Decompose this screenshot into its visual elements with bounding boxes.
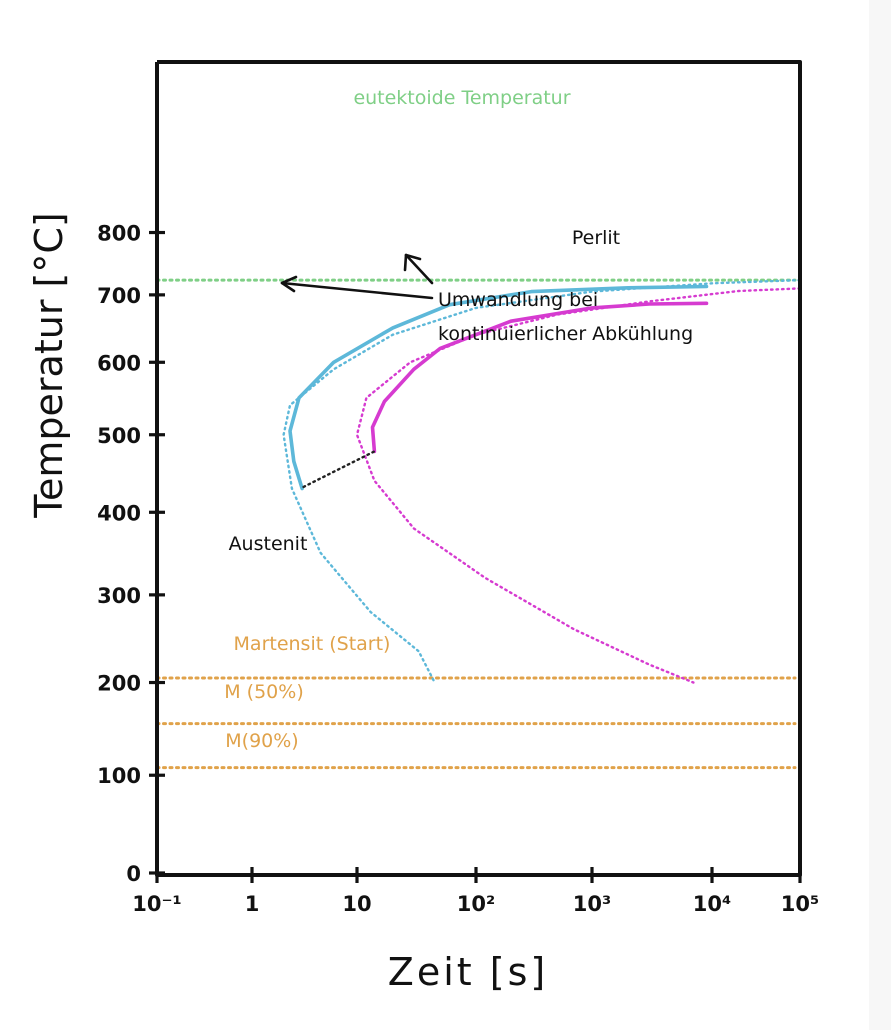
- label-m50: M (50%): [224, 681, 304, 703]
- y-tick-label-300: 300: [97, 584, 141, 608]
- x-tick-label-2: 10: [342, 892, 371, 916]
- curve-magenta-dotted: [355, 287, 802, 684]
- plot-frame: [155, 60, 802, 877]
- y-tick-label-800: 800: [97, 222, 141, 246]
- x-tick-label-5: 10⁴: [693, 892, 731, 916]
- x-tick-label-6: 10⁵: [781, 892, 819, 916]
- x-tick-label-4: 10³: [573, 892, 611, 916]
- y-tick-label-400: 400: [97, 501, 141, 525]
- y-tick-label-600: 600: [97, 351, 141, 375]
- curve-blue-dotted: [282, 278, 802, 684]
- lines-layer: [155, 253, 802, 770]
- annotation-arrow-magenta: [404, 253, 434, 285]
- curve-magenta-solid: [370, 301, 709, 454]
- annotation-arrowhead-magenta: [403, 253, 422, 272]
- annotation-arrow-blue: [280, 281, 434, 300]
- y-tick-label-100: 100: [97, 764, 141, 788]
- x-tick-label-1: 1: [245, 892, 260, 916]
- annotation-line-2: kontinuierlicher Abkühlung: [438, 323, 693, 345]
- text-layer: 0 100 200 300 400 500 600 700 800 10⁻¹ 1 10 10² 10³ 10…: [27, 87, 819, 994]
- y-tick-label-500: 500: [97, 424, 141, 448]
- curve-blue-solid: [288, 284, 709, 491]
- label-martensit-start: Martensit (Start): [234, 633, 391, 655]
- region-label-austenit: Austenit: [229, 533, 308, 555]
- axes-layer: [149, 60, 802, 883]
- x-axis-title: Zeit [s]: [388, 950, 548, 994]
- y-tick-label-700: 700: [97, 284, 141, 308]
- label-m90: M(90%): [225, 730, 298, 752]
- x-tick-label-0: 10⁻¹: [132, 892, 182, 916]
- label-eutectoid: eutektoide Temperatur: [353, 87, 570, 109]
- region-label-perlit: Perlit: [572, 227, 620, 249]
- y-tick-label-0: 0: [126, 862, 141, 886]
- annotation-line-1: Umwandlung bei: [438, 289, 598, 311]
- y-axis-title: Temperatur [°C]: [27, 212, 71, 518]
- x-tick-label-3: 10²: [457, 892, 495, 916]
- y-tick-label-200: 200: [97, 672, 141, 696]
- curve-connector: [302, 450, 376, 489]
- annotation-arrowhead-blue: [280, 275, 298, 293]
- edge-shade: [869, 0, 891, 1030]
